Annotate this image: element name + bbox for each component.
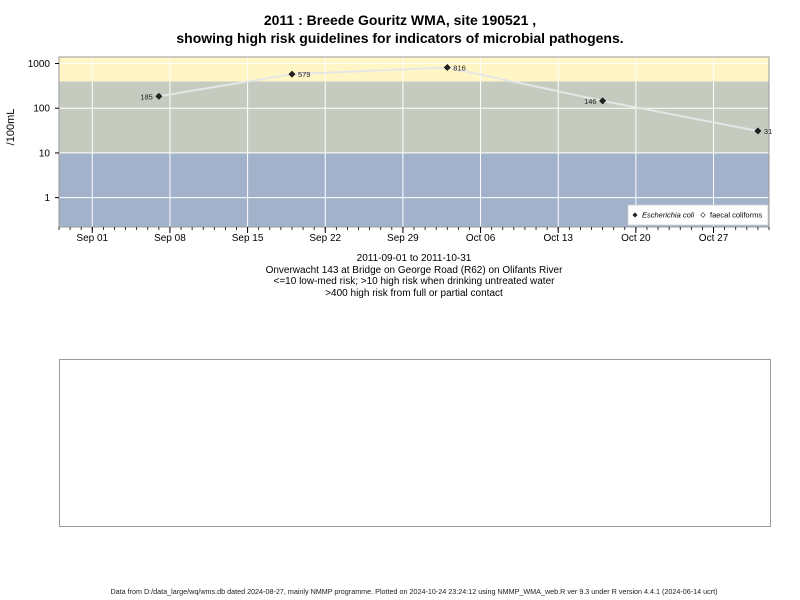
x-tick-label-2: Sep 15 xyxy=(232,233,264,244)
chart-plot: 1 10 100 1000 Sep 01 Sep 08 Sep 15 Sep 22 Sep 29… xyxy=(5,56,772,244)
x-tick-label-7: Oct 20 xyxy=(621,233,651,244)
legend-faecal-coliforms-marker xyxy=(700,212,706,218)
e-coli-data-label-3: 146 xyxy=(584,97,597,106)
e-coli-point-1 xyxy=(288,70,296,78)
e-coli-point-4 xyxy=(754,127,762,135)
x-tick-label-8: Oct 27 xyxy=(699,233,729,244)
e-coli-data-label-0: 185 xyxy=(140,92,153,101)
legend-faecal-coliforms-label: faecal coliforms xyxy=(710,211,762,220)
y-tick-label-0: 1 xyxy=(44,193,50,204)
e-coli-data-label-2: 816 xyxy=(453,63,466,72)
y-tick-label-3: 1000 xyxy=(28,59,51,70)
x-tick-label-6: Oct 13 xyxy=(543,233,573,244)
empty-plot-panel xyxy=(59,359,771,527)
e-coli-point-3 xyxy=(599,97,607,105)
x-tick-label-3: Sep 22 xyxy=(309,233,341,244)
legend-e-coli-label: Escherichia coli xyxy=(642,211,694,220)
e-coli-data-label-4: 31 xyxy=(764,127,772,136)
y-tick-label-2: 100 xyxy=(33,104,50,115)
e-coli-point-2 xyxy=(443,63,451,72)
x-tick-label-1: Sep 08 xyxy=(154,233,186,244)
legend-e-coli-marker xyxy=(632,212,638,218)
y-axis-label: /100mL xyxy=(5,109,17,146)
chart-title-line-2: showing high risk guidelines for indicat… xyxy=(176,30,624,46)
x-tick-label-0: Sep 01 xyxy=(76,233,108,244)
x-tick-label-4: Sep 29 xyxy=(387,233,419,244)
y-tick-label-1: 10 xyxy=(39,148,51,159)
subtitle-site: Onverwacht 143 at Bridge on George Road … xyxy=(265,264,563,276)
e-coli-data-label-1: 579 xyxy=(298,70,311,79)
x-tick-label-5: Oct 06 xyxy=(466,233,496,244)
subtitle-date-range: 2011-09-01 to 2011-10-31 xyxy=(356,253,472,264)
legend-box xyxy=(627,204,769,226)
chart-title-line-1: 2011 : Breede Gouritz WMA, site 190521 , xyxy=(263,12,537,28)
subtitle-risk-drinking: <=10 low-med risk; >10 high risk when dr… xyxy=(273,276,555,287)
footer-note: Data from D:/data_large/wq/wms.db dated … xyxy=(110,587,718,596)
e-coli-point-0 xyxy=(155,92,163,100)
subtitle-risk-contact: >400 high risk from full or partial cont… xyxy=(325,287,503,299)
risk-band-1 xyxy=(59,81,769,153)
